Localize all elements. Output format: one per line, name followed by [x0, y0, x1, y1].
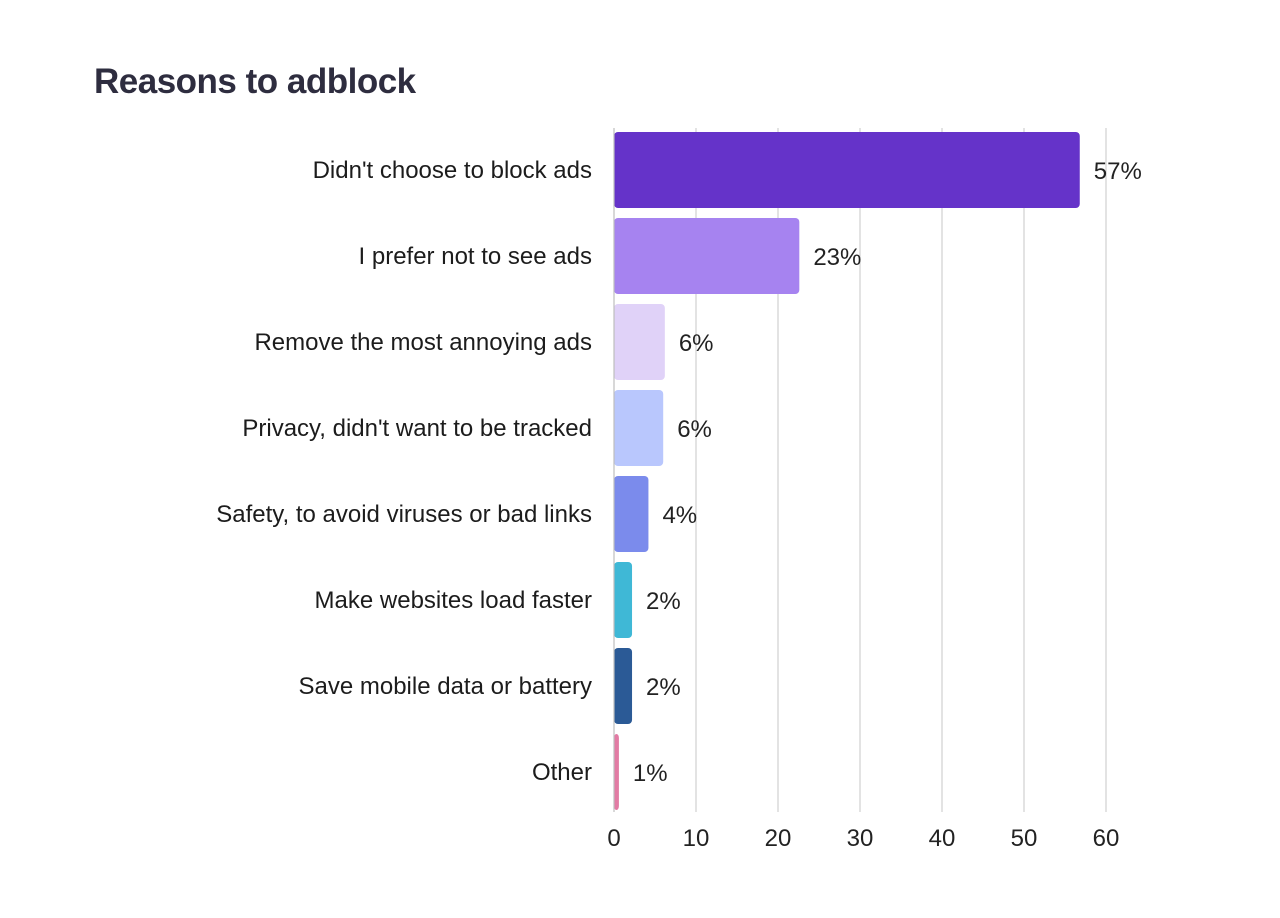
value-label: 23% — [813, 244, 861, 271]
category-label: Remove the most annoying ads — [254, 329, 592, 356]
category-label: Make websites load faster — [315, 587, 592, 614]
category-labels: Didn't choose to block ads I prefer not t… — [216, 157, 592, 786]
x-axis-ticks: 0 10 20 30 40 50 60 — [607, 825, 1119, 852]
value-label: 4% — [662, 502, 697, 529]
x-tick-label: 20 — [765, 825, 792, 852]
category-label: Other — [532, 759, 592, 786]
category-label: Privacy, didn't want to be tracked — [242, 415, 592, 442]
x-tick-label: 60 — [1093, 825, 1120, 852]
value-label: 6% — [677, 416, 712, 443]
bar — [614, 390, 664, 466]
category-label: Didn't choose to block ads — [313, 157, 592, 184]
bar — [614, 476, 649, 552]
x-tick-label: 50 — [1011, 825, 1038, 852]
value-label: 1% — [633, 760, 668, 787]
value-label: 2% — [646, 588, 681, 615]
category-label: I prefer not to see ads — [359, 243, 592, 270]
bar — [614, 132, 1080, 208]
value-label: 2% — [646, 674, 681, 701]
category-label: Save mobile data or battery — [299, 673, 593, 700]
x-tick-label: 40 — [929, 825, 956, 852]
x-tick-label: 0 — [607, 825, 620, 852]
bar — [614, 734, 619, 810]
bar — [614, 648, 633, 724]
value-labels: 57% 23% 6% 6% 4% 2% 2% 1% — [633, 158, 1142, 787]
bar — [614, 304, 665, 380]
value-label: 57% — [1094, 158, 1142, 185]
bar — [614, 218, 800, 294]
chart-title: Reasons to adblock — [94, 62, 416, 101]
bars — [614, 132, 1080, 810]
category-label: Safety, to avoid viruses or bad links — [216, 501, 592, 528]
value-label: 6% — [679, 330, 714, 357]
x-tick-label: 10 — [683, 825, 710, 852]
x-tick-label: 30 — [847, 825, 874, 852]
bar — [614, 562, 633, 638]
